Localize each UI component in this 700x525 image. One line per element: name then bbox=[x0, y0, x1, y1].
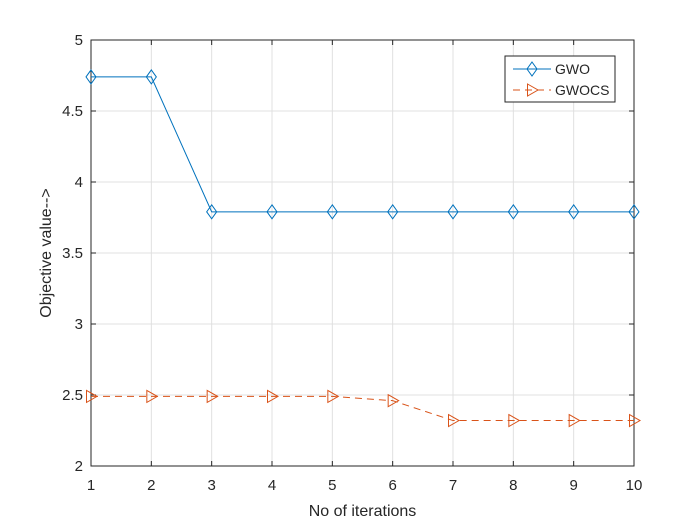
data-point-gwocs bbox=[629, 413, 642, 428]
series-group bbox=[85, 69, 642, 428]
x-tick-label: 1 bbox=[87, 477, 95, 494]
x-tick-label: 5 bbox=[328, 477, 336, 494]
grid-lines bbox=[90, 39, 635, 467]
legend: GWO GWOCS bbox=[504, 55, 616, 103]
y-tick-label: 3.5 bbox=[62, 245, 83, 262]
y-tick-label: 4 bbox=[75, 174, 83, 191]
x-axis-label: No of iterations bbox=[309, 503, 417, 520]
data-point-gwocs bbox=[86, 389, 99, 404]
legend-marker-gwocs bbox=[527, 83, 540, 97]
legend-marker-gwo bbox=[526, 61, 538, 77]
data-point-gwo bbox=[326, 203, 338, 220]
y-axis-label: Objective value--> bbox=[38, 188, 55, 317]
data-point-gwo bbox=[145, 69, 157, 85]
x-tick-label: 9 bbox=[569, 477, 577, 494]
y-tick-label: 2.5 bbox=[62, 387, 83, 404]
legend-item-gwocs: GWOCS bbox=[513, 82, 609, 98]
legend-label-gwo: GWO bbox=[555, 61, 590, 77]
y-tick-label: 3 bbox=[75, 316, 83, 333]
y-tick-label: 2 bbox=[75, 458, 83, 475]
data-point-gwocs bbox=[146, 389, 159, 404]
data-point-gwocs bbox=[267, 389, 280, 404]
series-line-gwocs bbox=[91, 395, 634, 422]
data-point-gwocs bbox=[508, 413, 521, 428]
legend-box bbox=[504, 55, 616, 103]
y-tick-label: 4.5 bbox=[62, 103, 83, 120]
data-point-gwo bbox=[387, 203, 399, 220]
x-tick-label: 7 bbox=[449, 477, 457, 494]
y-tick-label: 5 bbox=[75, 32, 83, 49]
data-point-gwo bbox=[568, 203, 580, 220]
legend-label-gwocs: GWOCS bbox=[555, 82, 609, 98]
data-point-gwocs bbox=[568, 413, 581, 428]
series-gwocs bbox=[86, 389, 642, 428]
x-tick-label: 4 bbox=[268, 477, 276, 494]
data-point-gwocs bbox=[206, 389, 219, 404]
data-point-gwo bbox=[507, 203, 519, 220]
data-point-gwo bbox=[85, 69, 97, 85]
data-point-gwo bbox=[206, 203, 218, 220]
data-point-gwo bbox=[628, 203, 640, 220]
series-line-gwo bbox=[91, 76, 634, 213]
x-tick-label: 3 bbox=[207, 477, 215, 494]
data-point-gwocs bbox=[387, 393, 400, 408]
legend-item-gwo: GWO bbox=[513, 61, 590, 77]
data-point-gwo bbox=[266, 203, 278, 220]
x-tick-label: 6 bbox=[388, 477, 396, 494]
data-point-gwocs bbox=[327, 389, 340, 404]
data-point-gwocs bbox=[448, 413, 461, 428]
x-tick-label: 2 bbox=[147, 477, 155, 494]
data-point-gwo bbox=[447, 203, 459, 220]
x-tick-label: 8 bbox=[509, 477, 517, 494]
x-tick-label: 10 bbox=[626, 477, 643, 494]
series-gwo bbox=[85, 69, 640, 220]
